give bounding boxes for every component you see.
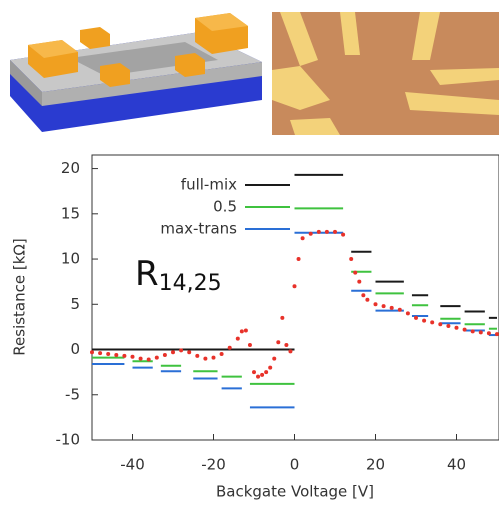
annotation-main: R <box>135 254 159 294</box>
x-tick-label: 40 <box>447 456 466 474</box>
data-point <box>264 370 268 374</box>
y-tick-label: -10 <box>56 431 81 449</box>
data-point <box>349 257 353 261</box>
data-point <box>479 330 483 334</box>
data-point <box>131 355 135 359</box>
data-point <box>240 329 244 333</box>
y-tick-label: 5 <box>70 295 80 313</box>
y-tick-label: -5 <box>65 385 80 403</box>
device-schematic <box>10 13 262 132</box>
data-point <box>244 329 248 333</box>
data-point <box>203 357 207 361</box>
data-point <box>163 353 167 357</box>
data-point <box>260 373 264 377</box>
data-point <box>228 346 232 350</box>
data-point <box>455 326 459 330</box>
data-point <box>268 366 272 370</box>
data-point <box>495 332 499 336</box>
data-point <box>106 352 110 356</box>
figure: Resistance [kΩ] Backgate Voltage [V] R14… <box>0 0 499 506</box>
data-point <box>256 375 260 379</box>
x-axis-label: Backgate Voltage [V] <box>216 483 374 501</box>
data-point <box>98 351 102 355</box>
data-point <box>398 308 402 312</box>
data-point <box>446 324 450 328</box>
data-point <box>122 354 126 358</box>
data-point <box>309 232 313 236</box>
x-tick-label: 0 <box>290 456 300 474</box>
data-point <box>139 357 143 361</box>
data-point <box>317 230 321 234</box>
data-point <box>471 329 475 333</box>
annotation-subscript: 14,25 <box>159 271 222 296</box>
data-point <box>293 284 297 288</box>
data-point <box>171 350 175 354</box>
data-point <box>374 302 378 306</box>
legend-label: 0.5 <box>213 198 237 216</box>
data-point <box>353 271 357 275</box>
annotation: R14,25 <box>135 254 222 297</box>
data-point <box>438 322 442 326</box>
data-point <box>147 357 151 361</box>
data-point <box>252 370 256 374</box>
legend-label: max-trans <box>160 220 237 238</box>
data-point <box>325 230 329 234</box>
y-tick-label: 15 <box>61 204 80 222</box>
data-point <box>487 331 491 335</box>
data-point <box>382 304 386 308</box>
data-point <box>187 350 191 354</box>
data-point <box>114 353 118 357</box>
data-point <box>414 316 418 320</box>
data-point <box>179 348 183 352</box>
data-point <box>297 257 301 261</box>
data-point <box>463 328 467 332</box>
data-point <box>357 280 361 284</box>
y-tick-label: 0 <box>70 340 80 358</box>
data-point <box>430 320 434 324</box>
data-point <box>284 343 288 347</box>
y-tick-label: 20 <box>61 159 80 177</box>
data-point <box>212 356 216 360</box>
y-axis-label: Resistance [kΩ] <box>11 238 29 355</box>
data-point <box>422 319 426 323</box>
data-point <box>390 306 394 310</box>
data-point <box>361 293 365 297</box>
data-point <box>248 343 252 347</box>
data-point <box>406 311 410 315</box>
data-point <box>90 350 94 354</box>
data-point <box>365 298 369 302</box>
x-tick-label: -40 <box>120 456 145 474</box>
data-point <box>155 356 159 360</box>
data-point <box>272 357 276 361</box>
x-tick-label: 20 <box>366 456 385 474</box>
data-point <box>220 352 224 356</box>
plot-frame <box>92 155 499 440</box>
data-point <box>195 354 199 358</box>
data-point <box>301 236 305 240</box>
data-point <box>333 230 337 234</box>
data-point <box>288 349 292 353</box>
x-tick-label: -20 <box>201 456 226 474</box>
legend-label: full-mix <box>181 176 237 194</box>
y-tick-label: 10 <box>61 250 80 268</box>
micrograph <box>272 12 499 135</box>
data-point <box>280 316 284 320</box>
data-point <box>236 337 240 341</box>
data-point <box>341 233 345 237</box>
data-point <box>276 340 280 344</box>
